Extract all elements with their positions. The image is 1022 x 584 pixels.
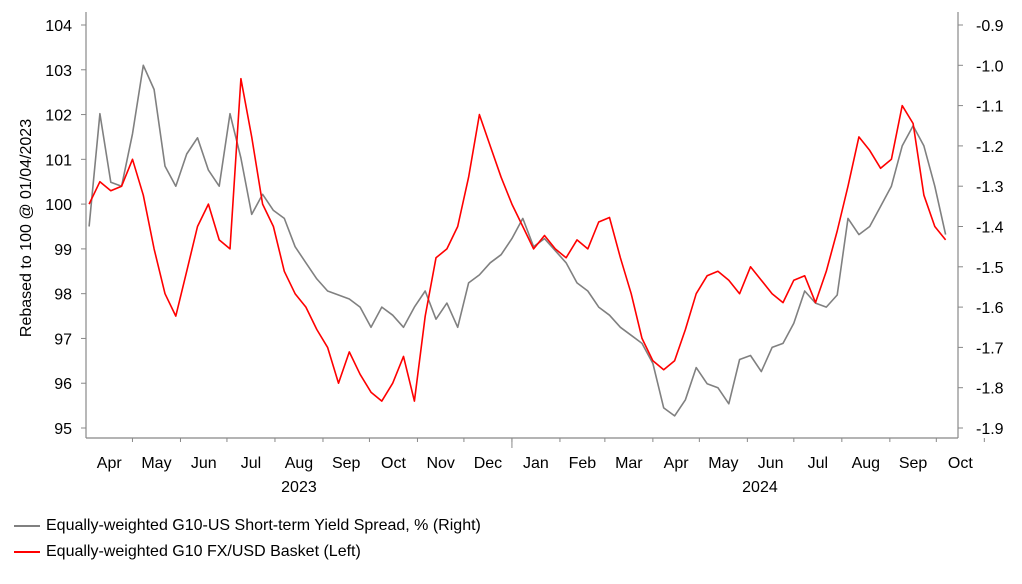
right-tick-label: -1.9 [976,421,1004,438]
x-month-label: Jan [523,455,549,472]
right-tick-label: -1.1 [976,99,1004,116]
x-month-label: Dec [474,455,502,472]
x-month-label: Jul [241,455,261,472]
x-month-label: May [141,455,171,472]
x-month-label: Apr [97,455,123,472]
x-month-label: Mar [615,455,643,472]
legend-label-yield-spread: Equally-weighted G10-US Short-term Yield… [46,517,481,534]
left-tick-label: 96 [54,376,72,393]
x-month-label: May [708,455,738,472]
x-month-label: Nov [426,455,454,472]
left-tick-label: 98 [54,287,72,304]
right-tick-label: -1.4 [976,220,1004,237]
left-tick-label: 101 [45,152,72,169]
x-month-label: Sep [899,455,928,472]
left-tick-label: 97 [54,331,72,348]
legend-item-fx-basket: Equally-weighted G10 FX/USD Basket (Left… [14,539,481,565]
legend-swatch-gray [14,525,40,527]
right-tick-label: -1.6 [976,300,1004,317]
chart-axes: 95 96 97 98 99 100 101 102 103 104 -1.9 -1.8 -1.7 -1.… [45,12,1004,496]
x-month-label: Oct [381,455,406,472]
left-axis-title: Rebased to 100 @ 01/04/2023 [18,119,35,337]
left-tick-label: 104 [45,18,72,35]
x-month-label: Jun [758,455,784,472]
x-month-label: Jul [808,455,828,472]
legend-label-fx-basket: Equally-weighted G10 FX/USD Basket (Left… [46,543,361,560]
x-month-label: Jun [191,455,217,472]
x-year-label: 2024 [742,479,778,496]
right-tick-label: -1.5 [976,260,1004,277]
plot-area [88,64,947,417]
right-tick-label: -1.3 [976,179,1004,196]
x-month-label: Aug [285,455,313,472]
left-tick-label: 103 [45,63,72,80]
x-month-label: Sep [332,455,361,472]
x-month-label: Apr [664,455,690,472]
left-tick-label: 99 [54,242,72,259]
right-tick-label: -1.2 [976,139,1004,156]
legend-item-yield-spread: Equally-weighted G10-US Short-term Yield… [14,513,481,539]
x-year-label: 2023 [281,479,317,496]
right-tick-label: -1.7 [976,340,1004,357]
chart-legend: Equally-weighted G10-US Short-term Yield… [14,513,481,565]
right-tick-label: -1.0 [976,58,1004,75]
left-tick-label: 100 [45,197,72,214]
x-month-label: Feb [569,455,597,472]
right-tick-label: -0.9 [976,18,1004,35]
x-month-label: Oct [948,455,973,472]
x-month-label: Aug [852,455,880,472]
series-line-yield-spread [88,64,947,417]
right-tick-label: -1.8 [976,381,1004,398]
left-tick-label: 95 [54,421,72,438]
legend-swatch-red [14,551,40,553]
series-line-fx-basket [88,77,947,402]
left-tick-label: 102 [45,108,72,125]
